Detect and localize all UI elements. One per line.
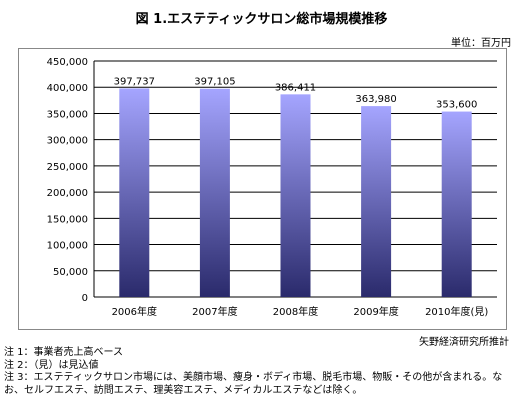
x-tick-label: 2009年度 bbox=[353, 305, 398, 318]
data-label: 397,737 bbox=[114, 76, 155, 87]
bar-chart: 0 50,000 100,000 150,000 200,000 250,000 300,0… bbox=[47, 57, 497, 318]
y-tick-label: 350,000 bbox=[47, 109, 88, 120]
source-credit: 矢野経済研究所推計 bbox=[419, 337, 509, 348]
y-tick-label: 0 bbox=[82, 293, 88, 304]
data-label: 353,600 bbox=[436, 100, 477, 111]
notes: 注 1：事業者売上高ベース 注 2：（見）は見込値 注 3：エステティックサロン… bbox=[4, 347, 519, 397]
y-tick-label: 300,000 bbox=[47, 136, 88, 147]
note-3: 注 3：エステティックサロン市場には、美顔市場、痩身・ボディ市場、脱毛市場、物販… bbox=[4, 372, 503, 383]
bar bbox=[199, 88, 230, 297]
chart-title: 図 1.エステティックサロン総市場規模推移 bbox=[135, 12, 388, 27]
note-3-continued: お、セルフエステ、訪問エステ、理美容エステ、メディカルエステなどは除く。 bbox=[4, 384, 363, 396]
bar bbox=[119, 88, 150, 297]
x-tick-label: 2007年度 bbox=[192, 305, 237, 318]
y-tick-label: 400,000 bbox=[47, 83, 88, 94]
bar bbox=[280, 94, 311, 297]
data-label: 397,105 bbox=[194, 77, 235, 88]
x-tick-label: 2010年度(見) bbox=[425, 305, 488, 318]
y-tick-label: 200,000 bbox=[47, 188, 88, 199]
chart-frame: 0 50,000 100,000 150,000 200,000 250,000 300,0… bbox=[18, 48, 507, 330]
y-tick-label: 150,000 bbox=[47, 214, 88, 225]
note-2: 注 2：（見）は見込値 bbox=[4, 359, 99, 371]
bar bbox=[441, 111, 472, 297]
unit-label: 単位：百万円 bbox=[451, 38, 511, 49]
bar bbox=[361, 106, 392, 297]
y-tick-label: 250,000 bbox=[47, 162, 88, 173]
x-tick-label: 2008年度 bbox=[273, 305, 318, 318]
x-tick-label: 2006年度 bbox=[112, 305, 157, 318]
note-1: 注 1：事業者売上高ベース bbox=[4, 347, 124, 358]
y-tick-label: 50,000 bbox=[53, 267, 88, 278]
y-tick-label: 100,000 bbox=[47, 241, 88, 252]
data-label: 386,411 bbox=[275, 82, 316, 93]
y-tick-label: 450,000 bbox=[47, 57, 88, 68]
data-label: 363,980 bbox=[355, 94, 396, 105]
